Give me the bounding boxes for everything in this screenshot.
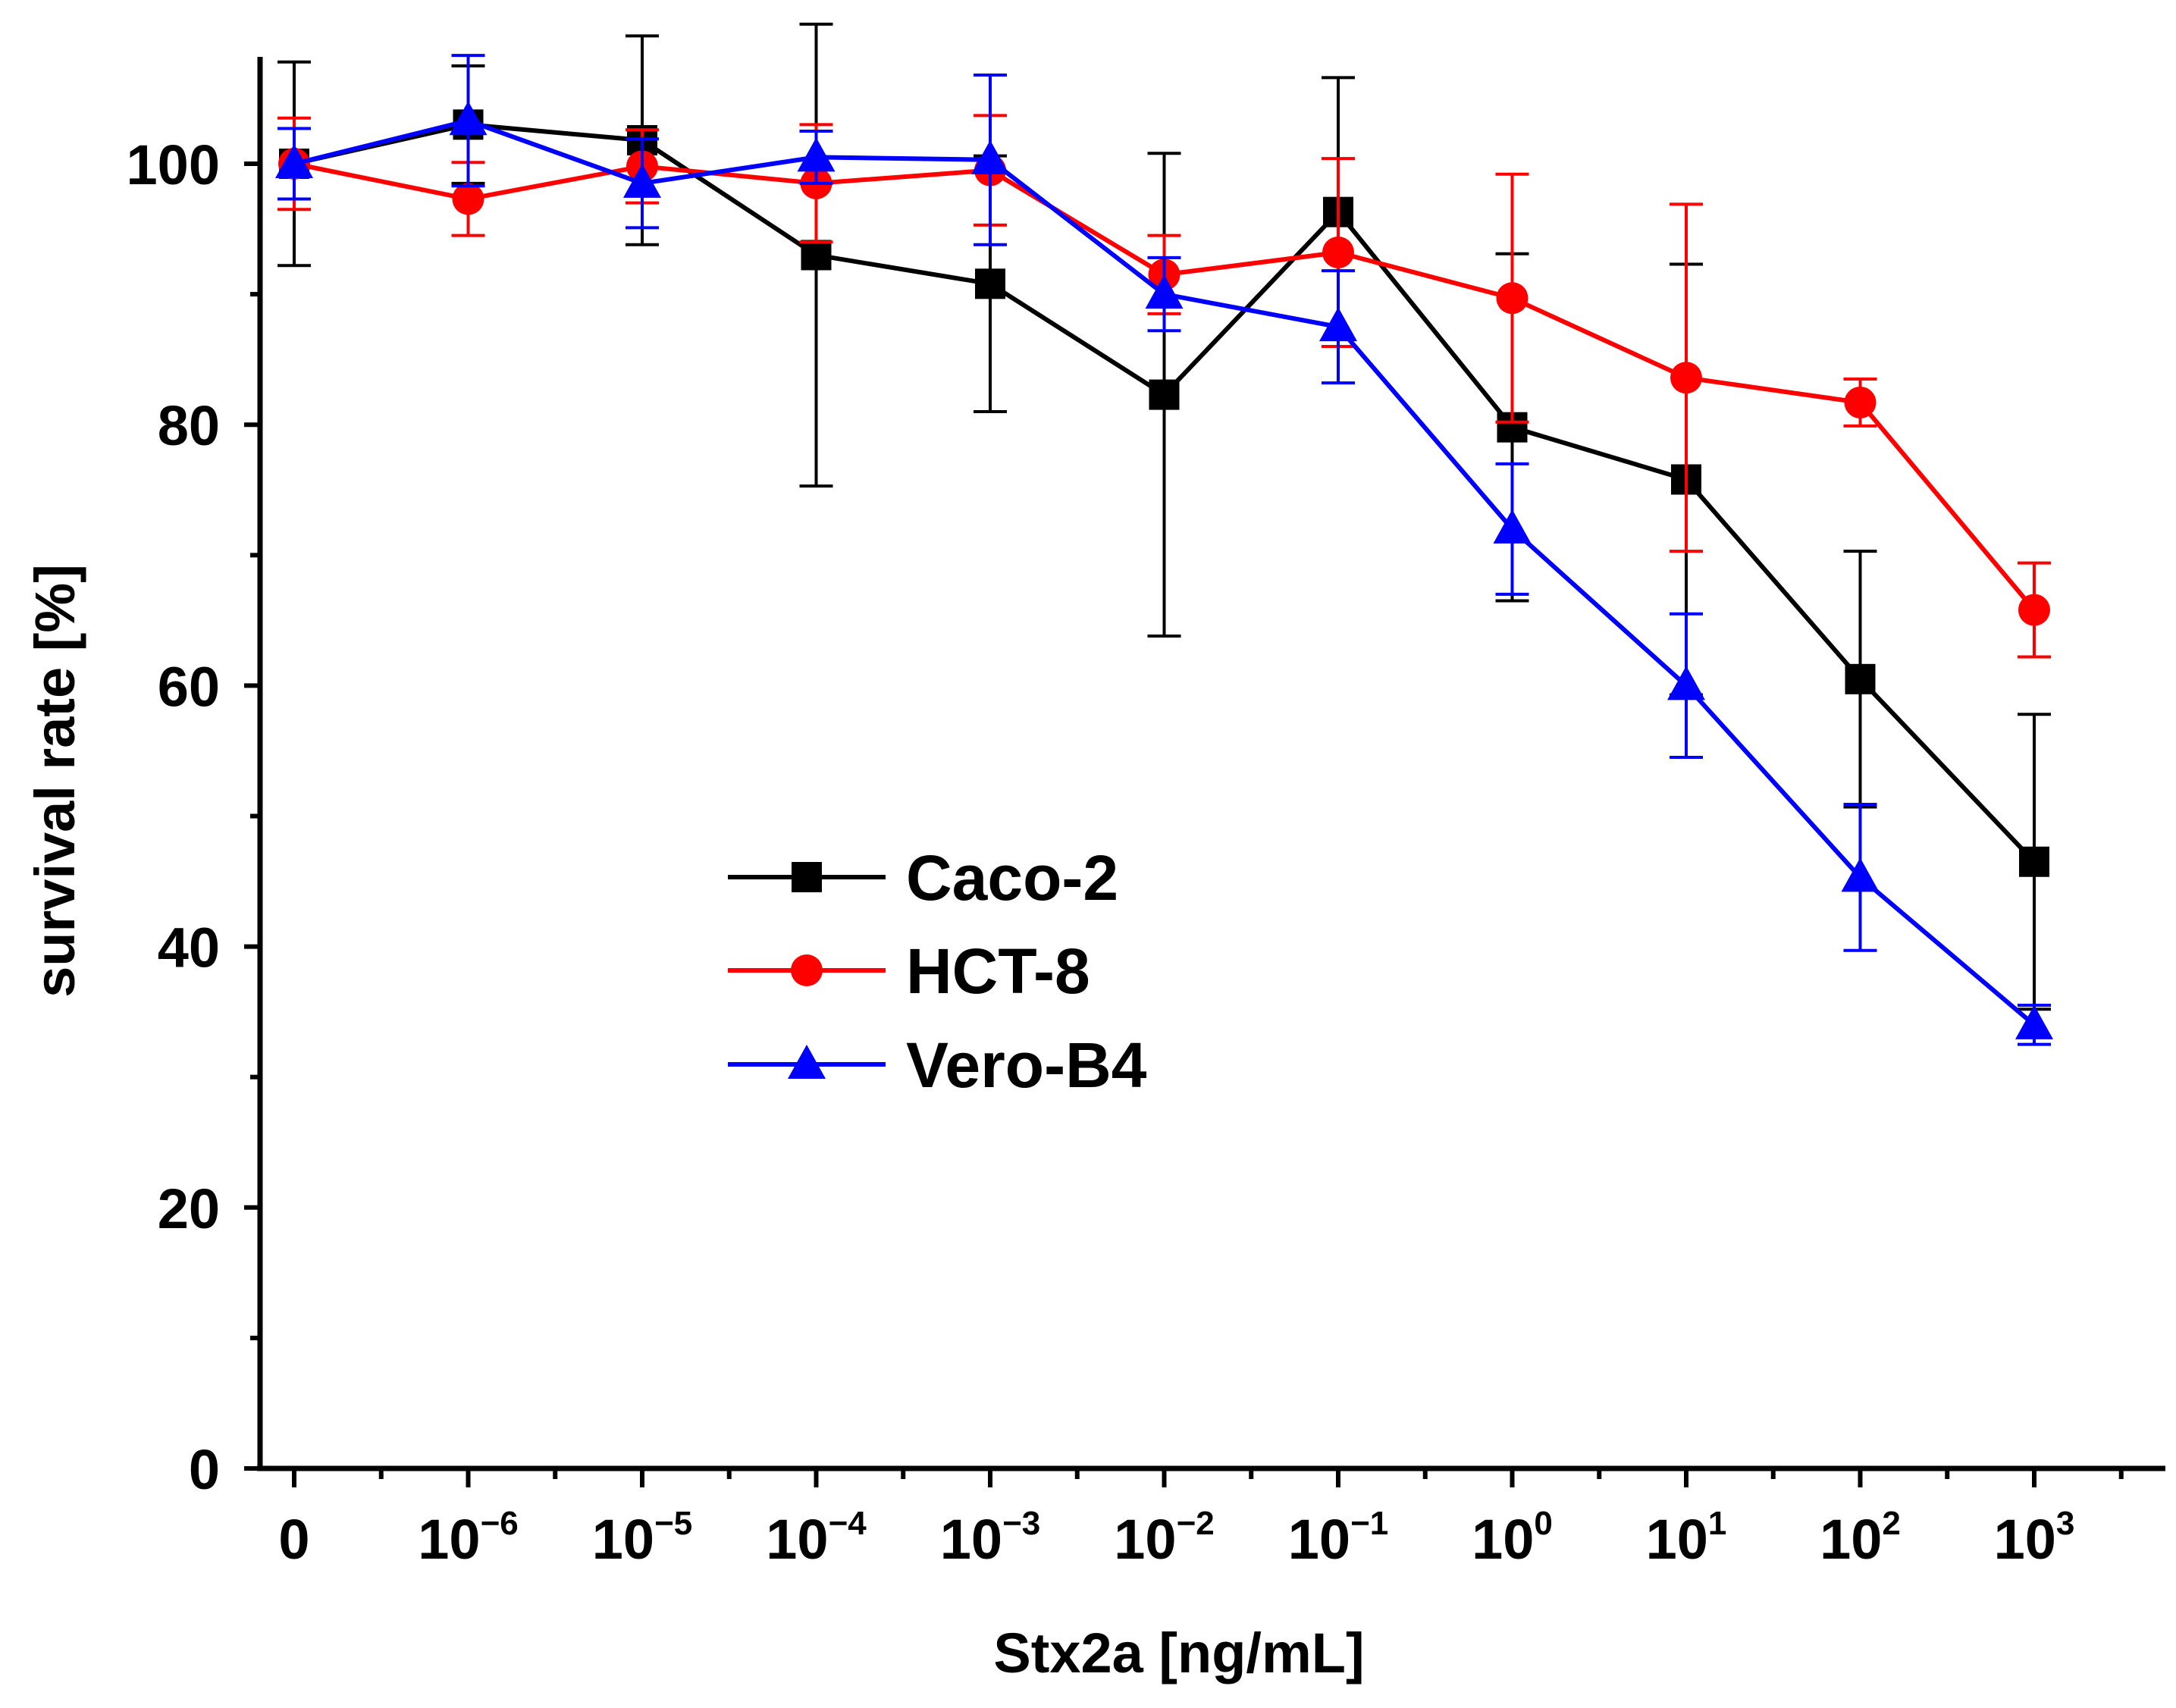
x-tick-label: 10−2 <box>1114 1505 1214 1571</box>
x-tick-label: 102 <box>1820 1505 1901 1571</box>
x-tick-label: 10−6 <box>418 1505 518 1571</box>
data-point-caco-2 <box>975 268 1005 299</box>
legend-label: HCT-8 <box>906 935 1090 1007</box>
legend-marker <box>792 862 822 892</box>
x-tick-label: 103 <box>1994 1505 2075 1571</box>
data-point-vero-b4 <box>1493 509 1532 544</box>
y-axis-title: survival rate [%] <box>24 564 86 998</box>
x-tick-base: 10 <box>418 1508 480 1571</box>
x-tick-exponent: −3 <box>1002 1505 1040 1542</box>
x-tick-base: 0 <box>278 1508 309 1571</box>
data-point-vero-b4 <box>449 101 488 136</box>
legend-marker <box>791 954 823 986</box>
y-tick-label: 0 <box>189 1438 220 1501</box>
data-point-hct-8 <box>1670 362 1702 394</box>
y-tick-label: 40 <box>158 917 220 979</box>
y-tick-label: 100 <box>127 133 220 196</box>
error-bars-caco-2 <box>277 22 2051 1011</box>
data-point-vero-b4 <box>623 163 661 198</box>
x-tick-exponent: −6 <box>481 1505 519 1542</box>
series-vero-b4 <box>275 54 2053 1046</box>
series-layer <box>275 22 2053 1046</box>
x-tick-base: 10 <box>940 1508 1002 1571</box>
y-tick-label: 80 <box>158 394 220 457</box>
x-tick-exponent: −4 <box>829 1505 867 1542</box>
x-tick-base: 10 <box>1994 1508 2056 1571</box>
x-tick-exponent: 2 <box>1882 1505 1900 1542</box>
x-tick-label: 101 <box>1646 1505 1727 1571</box>
x-tick-base: 10 <box>766 1508 828 1571</box>
x-tick-label: 100 <box>1472 1505 1553 1571</box>
y-tick-label: 60 <box>158 655 220 718</box>
data-point-caco-2 <box>1845 663 1876 694</box>
data-point-vero-b4 <box>971 139 1009 174</box>
data-point-hct-8 <box>1844 386 1877 418</box>
data-point-hct-8 <box>2018 594 2050 626</box>
x-tick-label: 10−4 <box>766 1505 867 1571</box>
x-tick-label: 10−5 <box>592 1505 692 1571</box>
series-hct-8 <box>277 114 2051 659</box>
data-point-caco-2 <box>2019 846 2049 877</box>
data-point-vero-b4 <box>1145 274 1184 309</box>
data-point-hct-8 <box>1496 282 1529 315</box>
y-ticks: 0 20 40 60 80 100 <box>127 133 260 1501</box>
x-tick-exponent: −1 <box>1350 1505 1388 1542</box>
x-tick-exponent: −2 <box>1177 1505 1215 1542</box>
data-point-vero-b4 <box>2015 1004 2053 1039</box>
x-tick-base: 10 <box>1288 1508 1350 1571</box>
x-tick-exponent: 3 <box>2056 1505 2074 1542</box>
data-point-vero-b4 <box>797 137 836 172</box>
x-tick-base: 10 <box>592 1508 654 1571</box>
legend: Caco-2 HCT-8 Vero-B4 <box>728 842 1147 1101</box>
x-tick-exponent: 0 <box>1534 1505 1552 1542</box>
x-tick-label: 0 <box>278 1508 309 1571</box>
x-tick-exponent: −5 <box>654 1505 692 1542</box>
x-tick-base: 10 <box>1472 1508 1534 1571</box>
legend-label: Vero-B4 <box>906 1030 1147 1101</box>
series-caco-2 <box>277 22 2051 1011</box>
data-point-vero-b4 <box>1319 307 1357 342</box>
y-tick-label: 20 <box>158 1177 220 1240</box>
x-tick-base: 10 <box>1820 1508 1882 1571</box>
data-point-caco-2 <box>1149 379 1180 410</box>
x-tick-base: 10 <box>1114 1508 1176 1571</box>
data-point-vero-b4 <box>1841 857 1880 892</box>
legend-label: Caco-2 <box>906 842 1118 914</box>
x-tick-label: 10−1 <box>1288 1505 1388 1571</box>
x-tick-label: 10−3 <box>940 1505 1040 1571</box>
x-axis-title: Stx2a [ng/mL] <box>993 1622 1364 1684</box>
data-point-vero-b4 <box>275 144 313 178</box>
x-tick-exponent: 1 <box>1708 1505 1726 1542</box>
data-point-hct-8 <box>452 183 484 215</box>
legend-marker <box>788 1045 826 1079</box>
data-point-hct-8 <box>1322 237 1354 269</box>
x-tick-base: 10 <box>1646 1508 1708 1571</box>
data-point-caco-2 <box>801 240 832 271</box>
data-point-vero-b4 <box>1667 666 1705 700</box>
x-ticks: 0 10−6 10−5 10−4 10−3 10−2 10−1 100 101 102 103 <box>278 1468 2124 1571</box>
